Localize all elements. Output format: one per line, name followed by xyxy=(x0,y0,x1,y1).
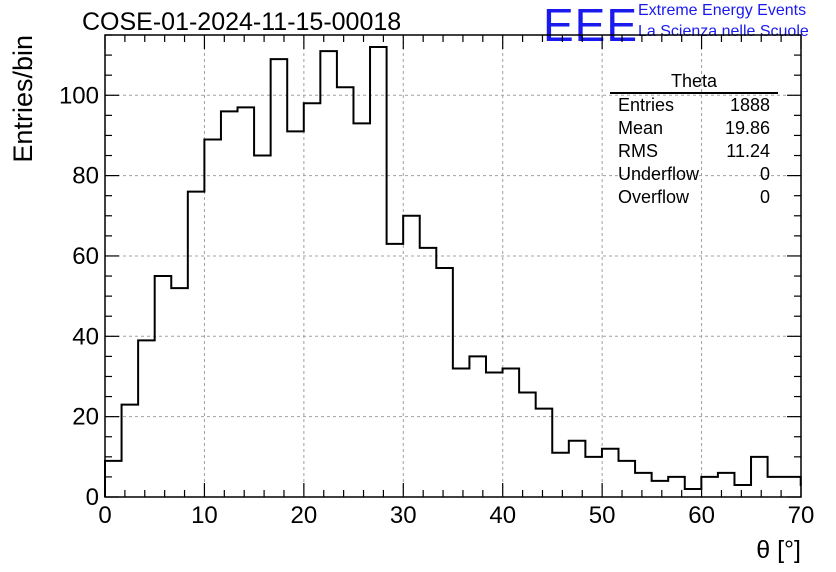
histogram-bin xyxy=(652,481,669,497)
stats-label: RMS xyxy=(618,141,658,161)
histogram-bin xyxy=(453,368,470,497)
y-tick-label: 60 xyxy=(72,243,99,270)
stats-row-mean: Mean 19.86 xyxy=(610,117,778,140)
y-tick-label: 20 xyxy=(72,404,99,431)
histogram-bin xyxy=(718,473,735,497)
histogram-outline xyxy=(104,46,802,497)
histogram-bin xyxy=(271,59,288,497)
histogram-bin xyxy=(353,123,370,497)
histogram-bin xyxy=(420,248,437,497)
histogram-bin xyxy=(221,111,238,497)
histogram-bin xyxy=(486,372,503,497)
stats-value: 0 xyxy=(759,164,770,184)
x-tick-label: 70 xyxy=(788,502,815,529)
stats-value: 1888 xyxy=(729,95,770,115)
plot-frame xyxy=(104,34,802,498)
x-tick-label: 0 xyxy=(98,502,111,529)
histogram-bin xyxy=(436,268,453,497)
histogram-bin xyxy=(105,461,122,497)
histogram-bin xyxy=(519,393,536,497)
y-tick-label: 80 xyxy=(72,163,99,190)
histogram-bin xyxy=(122,405,139,497)
histogram-bin xyxy=(784,477,801,497)
stats-label: Mean xyxy=(618,118,664,138)
stats-label: Entries xyxy=(618,95,675,115)
histogram-bin xyxy=(585,457,602,497)
histogram-bin xyxy=(751,457,768,497)
histogram-bin xyxy=(619,461,636,497)
histogram-bin xyxy=(403,216,420,497)
y-tick-label: 0 xyxy=(86,484,99,511)
histogram-bin xyxy=(337,87,354,497)
histogram-bin xyxy=(204,139,221,497)
x-tick-label: 40 xyxy=(489,502,516,529)
logo-caption-line1: Extreme Energy Events xyxy=(638,2,807,19)
x-tick-label: 60 xyxy=(688,502,715,529)
stats-value: 19.86 xyxy=(724,118,770,138)
stats-value: 11.24 xyxy=(726,141,770,161)
histogram-bin xyxy=(536,409,553,497)
plot-title: COSE-01-2024-11-15-00018 xyxy=(82,8,402,36)
histogram-bin xyxy=(701,477,718,497)
y-tick-label: 40 xyxy=(72,323,99,350)
x-tick-label: 20 xyxy=(291,502,318,529)
histogram-bin xyxy=(188,192,205,497)
stats-label: Underflow xyxy=(618,164,700,184)
histogram-bin xyxy=(171,288,188,497)
stats-title: Theta xyxy=(610,70,778,94)
histogram-bin xyxy=(503,368,520,497)
histogram-bin xyxy=(469,356,486,497)
histogram-bin xyxy=(370,47,387,497)
histogram-bin xyxy=(155,276,172,497)
histogram-bin xyxy=(635,473,652,497)
stats-box: Theta Entries 1888 Mean 19.86 RMS 11.24 … xyxy=(610,70,778,209)
histogram-bin xyxy=(138,340,155,497)
histogram-bin xyxy=(387,244,404,497)
histogram-bin xyxy=(238,107,255,497)
stats-row-entries: Entries 1888 xyxy=(610,94,778,117)
stats-row-underflow: Underflow 0 xyxy=(610,163,778,186)
stats-label: Overflow xyxy=(618,187,690,207)
histogram-bin xyxy=(287,131,304,497)
histogram-bin xyxy=(304,103,321,497)
x-axis-title: θ [°] xyxy=(756,536,801,564)
histogram-bin xyxy=(254,156,271,497)
histogram-bin xyxy=(685,489,702,497)
histogram-bin xyxy=(602,449,619,497)
histogram-bin xyxy=(734,485,751,497)
histogram-bin xyxy=(569,441,586,497)
stats-row-rms: RMS 11.24 xyxy=(610,140,778,163)
x-tick-label: 30 xyxy=(390,502,417,529)
y-tick-label: 100 xyxy=(59,82,99,109)
stats-row-overflow: Overflow 0 xyxy=(610,186,778,209)
x-tick-label: 50 xyxy=(589,502,616,529)
histogram-bin xyxy=(320,51,337,497)
eee-logo: EEE xyxy=(543,0,639,51)
y-axis-title: Entries/bin xyxy=(8,35,38,163)
x-tick-label: 10 xyxy=(191,502,218,529)
stats-value: 0 xyxy=(759,187,770,207)
histogram-bin xyxy=(552,453,569,497)
